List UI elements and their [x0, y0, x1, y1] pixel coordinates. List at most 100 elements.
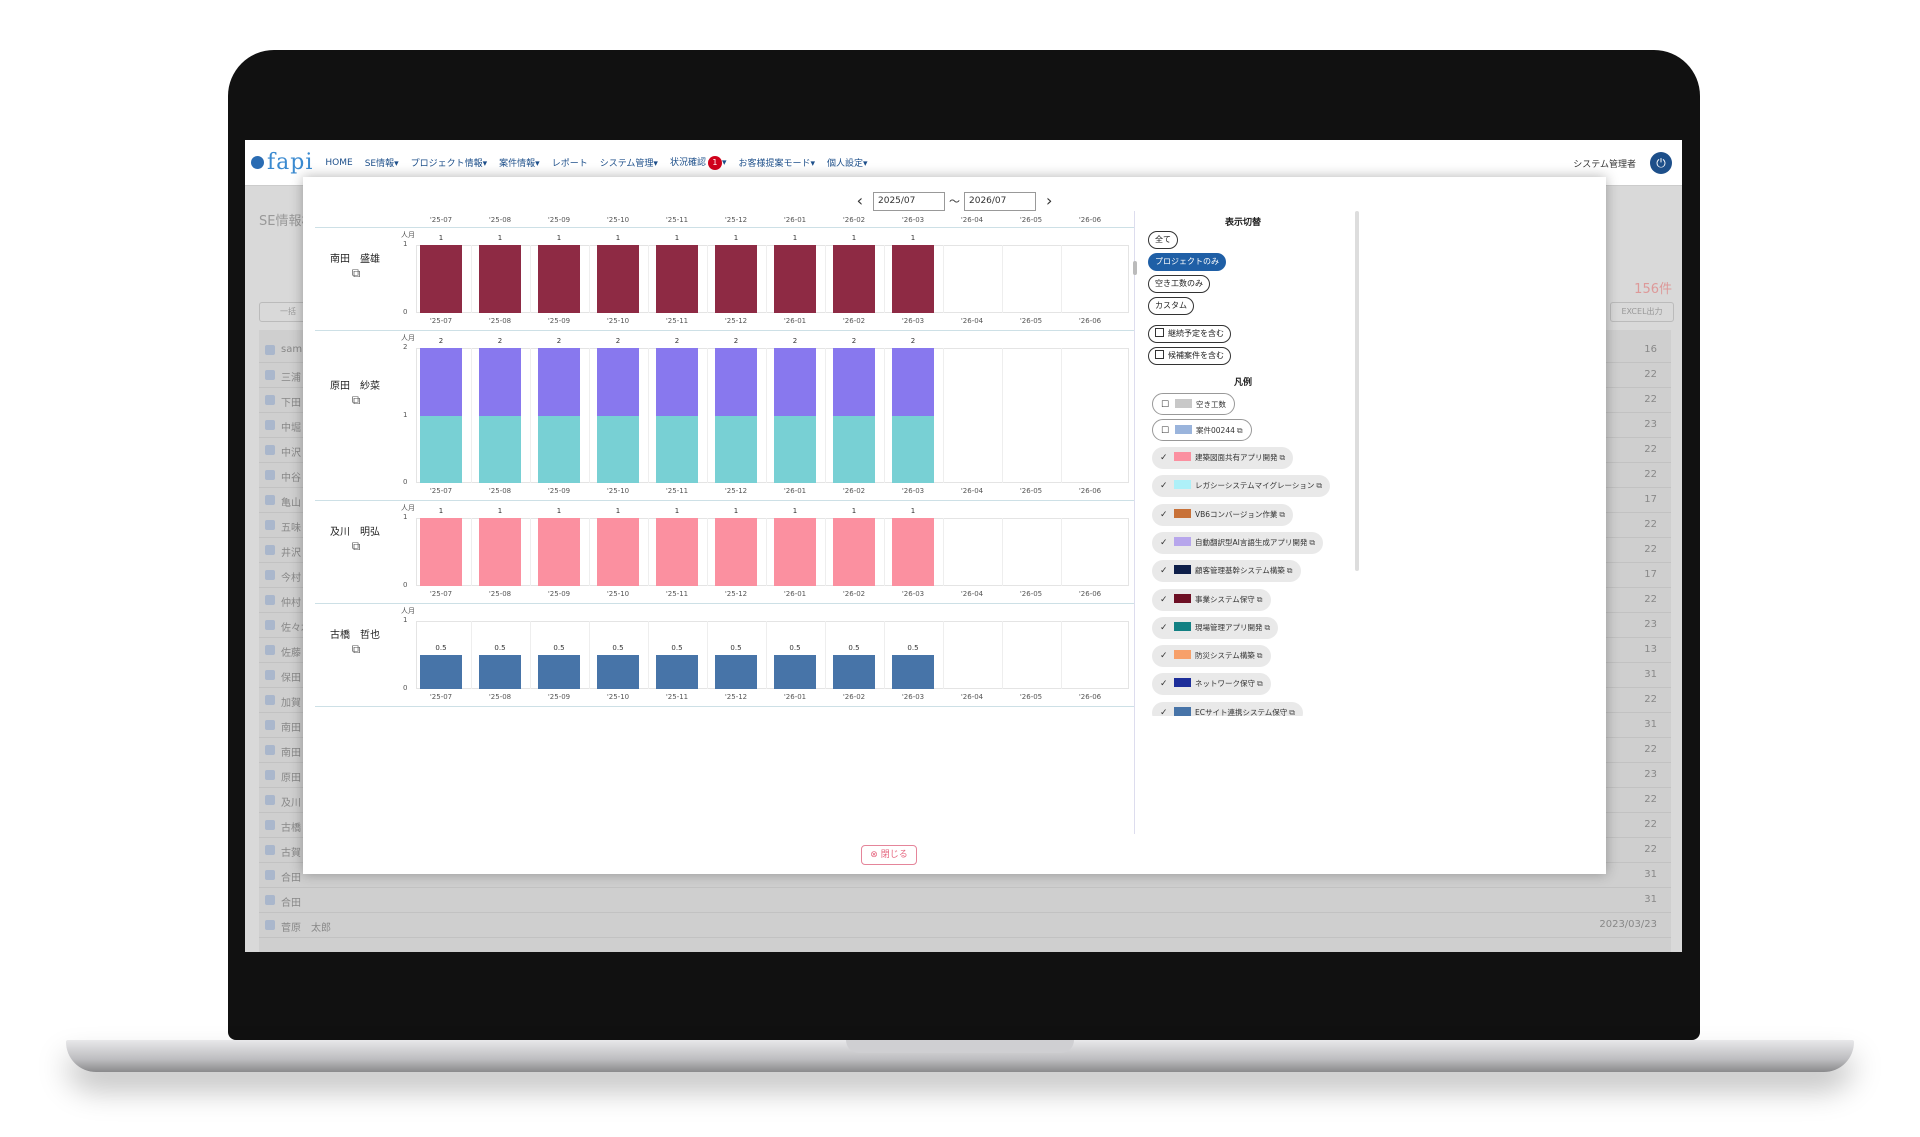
bar-segment[interactable] — [479, 655, 521, 689]
bar-segment[interactable] — [479, 415, 521, 483]
bar-segment[interactable] — [774, 655, 816, 689]
bar-segment[interactable] — [538, 415, 580, 483]
bar-segment[interactable] — [715, 348, 757, 416]
toggle-custom[interactable]: カスタム — [1148, 297, 1194, 315]
bar-segment[interactable] — [833, 348, 875, 416]
row-checkbox[interactable] — [265, 545, 275, 555]
close-button[interactable]: ⊗ 閉じる — [861, 845, 917, 865]
open-external-icon[interactable]: ⧉ — [1257, 679, 1263, 689]
bar-segment[interactable] — [538, 348, 580, 416]
bar-segment[interactable] — [774, 348, 816, 416]
bar-segment[interactable] — [420, 245, 462, 313]
legend-item[interactable]: ✓ 顧客管理基幹システム構築 ⧉ — [1152, 560, 1301, 583]
nav-project-info[interactable]: プロジェクト情報▾ — [410, 159, 488, 169]
row-checkbox[interactable] — [265, 770, 275, 780]
toggle-free-only[interactable]: 空き工数のみ — [1148, 275, 1210, 293]
open-external-icon[interactable]: ⧉ — [1286, 566, 1293, 576]
bar-segment[interactable] — [656, 518, 698, 586]
bar-segment[interactable] — [833, 518, 875, 586]
prev-period-icon[interactable]: ‹ — [856, 191, 863, 210]
open-external-icon[interactable]: ⧉ — [351, 539, 361, 554]
bar-segment[interactable] — [892, 245, 934, 313]
legend-item[interactable]: ☐ 空き工数 — [1152, 393, 1235, 415]
open-external-icon[interactable]: ⧉ — [351, 642, 361, 657]
bar-segment[interactable] — [833, 245, 875, 313]
row-checkbox[interactable] — [265, 470, 275, 480]
nav-report[interactable]: レポート — [551, 159, 588, 169]
row-checkbox[interactable] — [265, 420, 275, 430]
nav-customer-mode[interactable]: お客様提案モード▾ — [738, 159, 816, 169]
open-external-icon[interactable]: ⧉ — [1316, 481, 1323, 491]
row-checkbox[interactable] — [265, 620, 275, 630]
open-external-icon[interactable]: ⧉ — [1236, 426, 1243, 435]
open-external-icon[interactable]: ⧉ — [1256, 594, 1263, 604]
bar-segment[interactable] — [774, 245, 816, 313]
table-row[interactable]: 合田 31 — [259, 863, 1671, 888]
bar-segment[interactable] — [774, 415, 816, 483]
row-checkbox[interactable] — [265, 795, 275, 805]
row-checkbox[interactable] — [265, 820, 275, 830]
bar-segment[interactable] — [774, 518, 816, 586]
row-checkbox[interactable] — [265, 895, 275, 905]
bar-segment[interactable] — [597, 245, 639, 313]
logout-icon[interactable]: ⏻ — [1650, 152, 1672, 174]
row-checkbox[interactable] — [265, 745, 275, 755]
toggle-all[interactable]: 全て — [1148, 231, 1178, 249]
legend-item[interactable]: ✓ 防災システム構築 ⧉ — [1152, 645, 1271, 668]
table-row[interactable]: 合田 31 — [259, 888, 1671, 913]
background-excel-button[interactable]: EXCEL出力 — [1610, 302, 1674, 322]
toggle-projects-only[interactable]: プロジェクトのみ — [1148, 253, 1226, 271]
open-external-icon[interactable]: ⧉ — [351, 266, 361, 281]
row-checkbox[interactable] — [265, 870, 275, 880]
legend-item[interactable]: ✓ レガシーシステムマイグレーション ⧉ — [1152, 475, 1331, 498]
row-checkbox[interactable] — [265, 345, 275, 355]
bar-segment[interactable] — [656, 348, 698, 416]
nav-case-info[interactable]: 案件情報▾ — [499, 159, 540, 169]
bar-segment[interactable] — [597, 655, 639, 689]
bar-segment[interactable] — [597, 518, 639, 586]
row-checkbox[interactable] — [265, 695, 275, 705]
nav-se-info[interactable]: SE情報▾ — [364, 159, 399, 169]
legend-item[interactable]: ✓ 現場管理アプリ開発 ⧉ — [1152, 616, 1279, 639]
bar-segment[interactable] — [656, 655, 698, 689]
bar-segment[interactable] — [479, 245, 521, 313]
next-period-icon[interactable]: › — [1046, 191, 1053, 210]
open-external-icon[interactable]: ⧉ — [1279, 453, 1286, 462]
bar-segment[interactable] — [715, 518, 757, 586]
period-end-input[interactable] — [964, 191, 1036, 211]
bar-segment[interactable] — [715, 655, 757, 689]
bar-segment[interactable] — [597, 348, 639, 416]
row-checkbox[interactable] — [265, 520, 275, 530]
open-external-icon[interactable]: ⧉ — [1256, 651, 1263, 661]
bar-segment[interactable] — [597, 415, 639, 483]
bar-segment[interactable] — [715, 415, 757, 483]
legend-item[interactable]: ✓ ネットワーク保守 ⧉ — [1152, 673, 1271, 696]
bar-segment[interactable] — [479, 518, 521, 586]
legend-item[interactable]: ✓ VB6コンバージョン作業 ⧉ — [1152, 503, 1294, 526]
chart-scrollbar[interactable] — [1133, 261, 1137, 275]
side-scrollbar[interactable] — [1355, 211, 1359, 571]
bar-segment[interactable] — [479, 348, 521, 416]
legend-item[interactable]: ☐ 案件00244 ⧉ — [1152, 419, 1252, 441]
row-checkbox[interactable] — [265, 445, 275, 455]
bar-segment[interactable] — [892, 518, 934, 586]
logo[interactable]: fapi — [251, 150, 313, 175]
bar-segment[interactable] — [656, 245, 698, 313]
legend-item[interactable]: ✓ 建築図面共有アプリ開発 ⧉ — [1152, 447, 1294, 469]
open-external-icon[interactable]: ⧉ — [1264, 622, 1271, 632]
bar-segment[interactable] — [420, 415, 462, 483]
bar-segment[interactable] — [420, 348, 462, 416]
bar-segment[interactable] — [892, 655, 934, 689]
table-row[interactable]: 菅原 太郎 2023/03/23 — [259, 913, 1671, 938]
open-external-icon[interactable]: ⧉ — [1309, 537, 1316, 547]
open-external-icon[interactable]: ⧉ — [1279, 509, 1286, 519]
row-checkbox[interactable] — [265, 370, 275, 380]
include-continuation-checkbox[interactable]: 継続予定を含む — [1148, 325, 1231, 343]
legend-item[interactable]: ✓ 自動翻訳型AI言語生成アプリ開発 ⧉ — [1152, 531, 1324, 554]
bar-segment[interactable] — [420, 518, 462, 586]
include-candidate-checkbox[interactable]: 候補案件を含む — [1148, 347, 1231, 365]
legend-item[interactable]: ✓ 事業システム保守 ⧉ — [1152, 588, 1271, 611]
nav-home[interactable]: HOME — [325, 157, 353, 168]
nav-personal-settings[interactable]: 個人設定▾ — [827, 159, 868, 169]
bar-segment[interactable] — [892, 415, 934, 483]
